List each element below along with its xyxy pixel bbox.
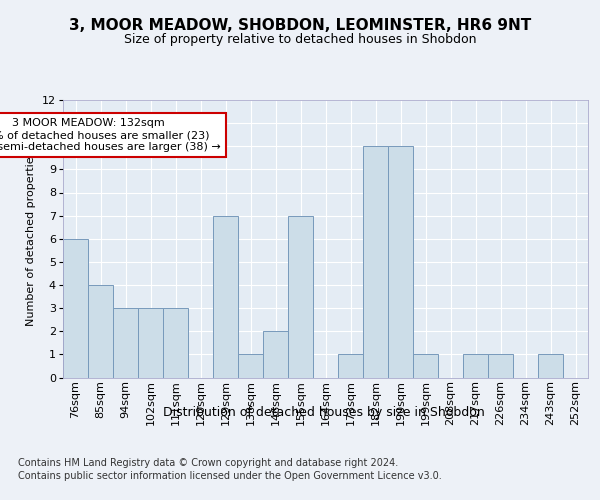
Text: 3, MOOR MEADOW, SHOBDON, LEOMINSTER, HR6 9NT: 3, MOOR MEADOW, SHOBDON, LEOMINSTER, HR6… bbox=[69, 18, 531, 32]
Text: Distribution of detached houses by size in Shobdon: Distribution of detached houses by size … bbox=[163, 406, 485, 419]
Bar bbox=[463, 354, 488, 378]
Bar bbox=[488, 354, 513, 378]
Bar bbox=[338, 354, 363, 378]
Bar bbox=[138, 308, 163, 378]
Bar bbox=[413, 354, 438, 378]
Bar bbox=[163, 308, 188, 378]
Bar bbox=[238, 354, 263, 378]
Bar bbox=[388, 146, 413, 378]
Text: Contains public sector information licensed under the Open Government Licence v3: Contains public sector information licen… bbox=[18, 471, 442, 481]
Bar bbox=[213, 216, 238, 378]
Bar bbox=[288, 216, 313, 378]
Text: 3 MOOR MEADOW: 132sqm
← 37% of detached houses are smaller (23)
61% of semi-deta: 3 MOOR MEADOW: 132sqm ← 37% of detached … bbox=[0, 118, 221, 152]
Text: Size of property relative to detached houses in Shobdon: Size of property relative to detached ho… bbox=[124, 32, 476, 46]
Bar bbox=[363, 146, 388, 378]
Bar bbox=[88, 285, 113, 378]
Text: Contains HM Land Registry data © Crown copyright and database right 2024.: Contains HM Land Registry data © Crown c… bbox=[18, 458, 398, 468]
Y-axis label: Number of detached properties: Number of detached properties bbox=[26, 151, 37, 326]
Bar bbox=[113, 308, 138, 378]
Bar bbox=[538, 354, 563, 378]
Bar bbox=[63, 239, 88, 378]
Bar bbox=[263, 331, 288, 378]
